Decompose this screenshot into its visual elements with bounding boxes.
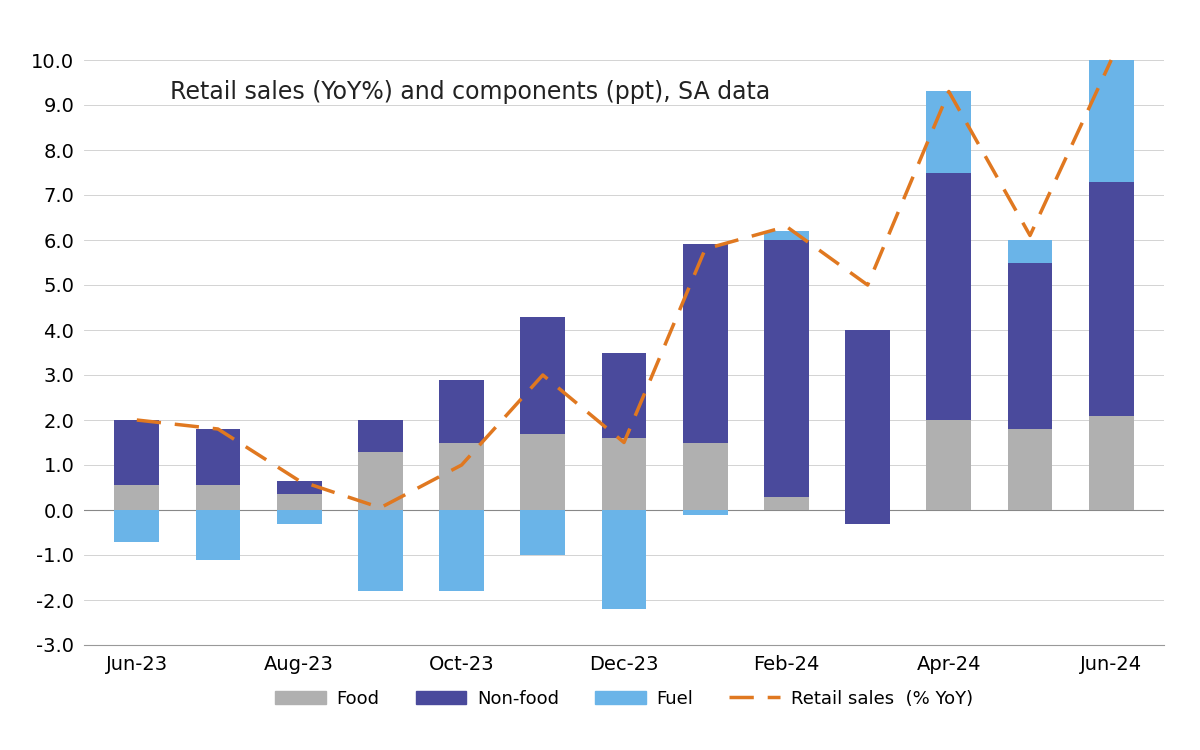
Bar (1008, 262, 1052, 429)
Bar (521, 433, 565, 510)
Bar (764, 231, 809, 240)
Bar (358, 420, 403, 452)
Bar (196, 429, 240, 485)
Bar (277, 510, 322, 524)
Bar (439, 380, 484, 442)
Bar (1088, 60, 1134, 182)
Bar (845, 330, 890, 524)
Bar (1008, 429, 1052, 510)
Bar (601, 438, 647, 510)
Bar (521, 316, 565, 434)
Bar (764, 496, 809, 510)
Bar (439, 510, 484, 591)
Bar (358, 452, 403, 510)
Bar (683, 510, 727, 515)
Bar (521, 510, 565, 555)
Bar (926, 92, 971, 172)
Bar (1088, 182, 1134, 416)
Bar (601, 352, 647, 438)
Bar (601, 510, 647, 609)
Bar (845, 510, 890, 524)
Bar (277, 481, 322, 494)
Bar (196, 485, 240, 510)
Bar (764, 240, 809, 496)
Bar (196, 510, 240, 560)
Bar (114, 420, 160, 485)
Bar (683, 244, 727, 442)
Bar (683, 442, 727, 510)
Bar (277, 494, 322, 510)
Bar (1008, 240, 1052, 262)
Bar (358, 510, 403, 591)
Bar (926, 172, 971, 420)
Bar (1088, 416, 1134, 510)
Text: Retail sales (YoY%) and components (ppt), SA data: Retail sales (YoY%) and components (ppt)… (170, 80, 770, 104)
Bar (439, 442, 484, 510)
Bar (114, 510, 160, 542)
Bar (926, 420, 971, 510)
Bar (114, 485, 160, 510)
Legend: Food, Non-food, Fuel, Retail sales  (% YoY): Food, Non-food, Fuel, Retail sales (% Yo… (268, 682, 980, 715)
